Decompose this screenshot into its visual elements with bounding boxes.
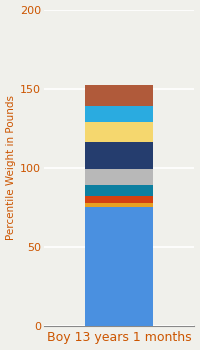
Bar [85, 122, 153, 142]
Bar [85, 196, 153, 203]
Y-axis label: Percentile Weight in Pounds: Percentile Weight in Pounds [6, 95, 16, 240]
Bar [85, 85, 153, 106]
Bar [85, 106, 153, 122]
Bar [85, 169, 153, 185]
Bar [85, 207, 153, 326]
Bar [85, 185, 153, 196]
Bar [85, 203, 153, 207]
Bar [85, 142, 153, 169]
